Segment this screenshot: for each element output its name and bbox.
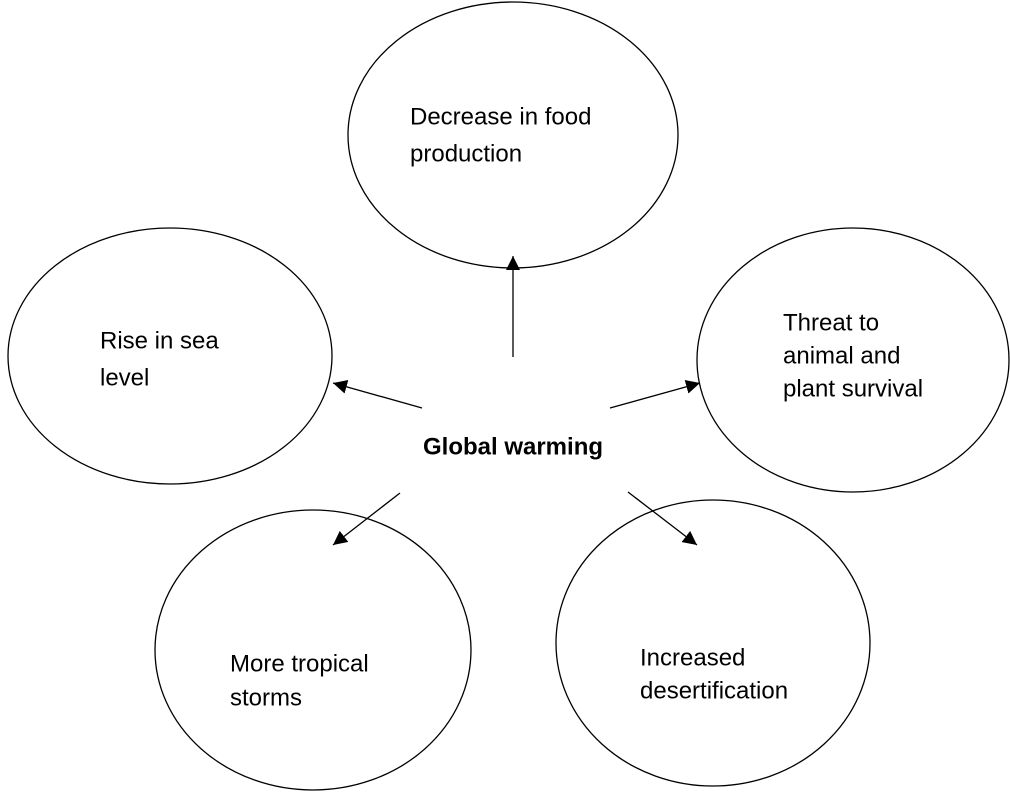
node-label: plant survival: [783, 375, 923, 402]
node-ellipse: [347, 1, 679, 269]
node-label: desertification: [640, 677, 788, 704]
node-label: Threat to: [783, 309, 879, 336]
node-label: storms: [230, 684, 302, 711]
node-label: production: [410, 140, 522, 167]
node-ellipse: [7, 227, 333, 485]
arrow: [627, 491, 698, 546]
node-label: level: [100, 364, 149, 391]
node-label: Rise in sea: [100, 327, 219, 354]
arrow: [332, 492, 401, 546]
node-label: More tropical: [230, 650, 369, 677]
node-label: animal and: [783, 342, 900, 369]
node-ellipse: [696, 227, 1010, 493]
node-label: Decrease in food: [410, 103, 591, 130]
arrow: [332, 380, 423, 409]
arrow: [609, 380, 701, 409]
node-ellipse: [154, 509, 472, 791]
center-label: Global warming: [423, 433, 603, 460]
node-label: Increased: [640, 644, 745, 671]
node-ellipse: [555, 499, 871, 787]
